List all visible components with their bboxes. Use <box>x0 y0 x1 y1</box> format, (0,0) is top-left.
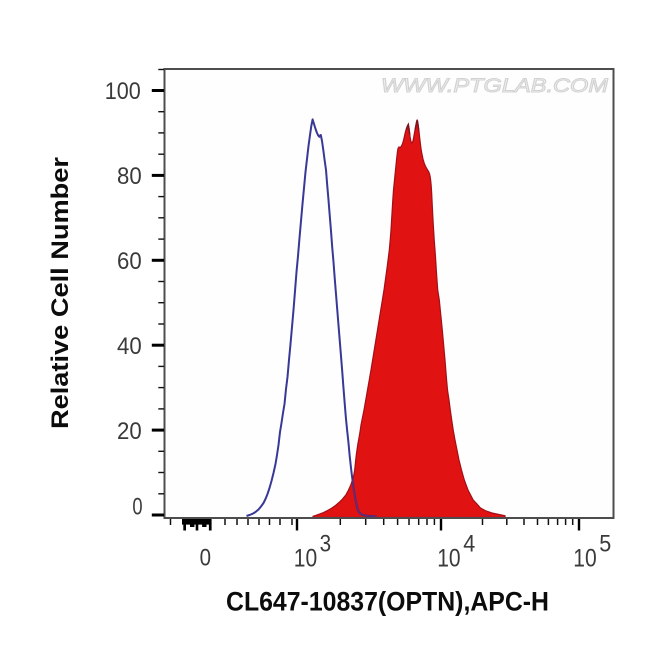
svg-text:10: 10 <box>573 545 596 573</box>
svg-text:Relative Cell Number: Relative Cell Number <box>47 157 74 429</box>
svg-text:10: 10 <box>437 545 460 573</box>
svg-text:100: 100 <box>105 78 141 105</box>
svg-text:60: 60 <box>117 248 142 275</box>
svg-text:4: 4 <box>463 531 475 558</box>
svg-text:5: 5 <box>599 531 611 558</box>
svg-text:10: 10 <box>294 545 317 573</box>
svg-text:CL647-10837(OPTN),APC-H: CL647-10837(OPTN),APC-H <box>226 587 549 617</box>
svg-text:0: 0 <box>200 545 211 572</box>
svg-text:WWW.PTGLAB.COM: WWW.PTGLAB.COM <box>381 75 609 97</box>
svg-text:20: 20 <box>117 418 142 445</box>
svg-text:40: 40 <box>117 333 142 360</box>
svg-text:80: 80 <box>117 163 142 190</box>
svg-text:0: 0 <box>132 494 142 521</box>
svg-text:3: 3 <box>320 531 332 558</box>
